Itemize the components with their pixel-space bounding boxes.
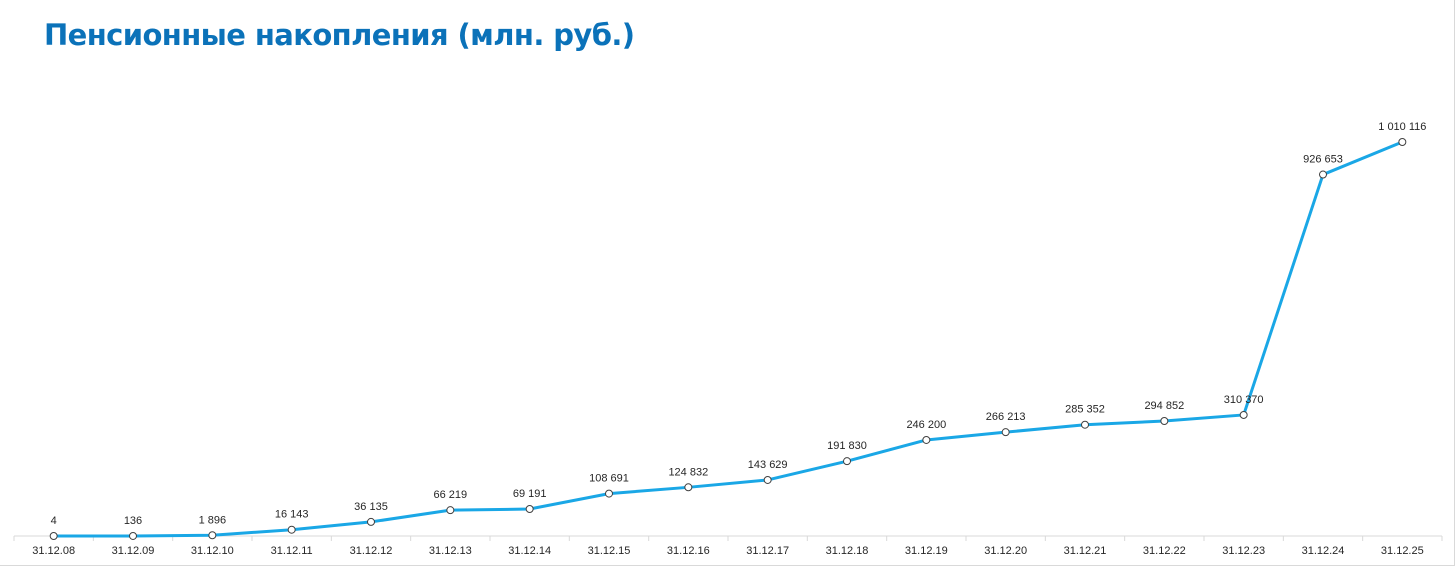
x-tick-labels: 31.12.08 31.12.09 31.12.10 31.12.11 31.12.12…	[32, 545, 1423, 557]
data-label: 926 653	[1303, 154, 1343, 166]
data-label: 16 143	[275, 509, 309, 521]
x-tick-label: 31.12.14	[508, 545, 551, 557]
data-label: 294 852	[1144, 400, 1184, 412]
x-tick-label: 31.12.09	[112, 545, 155, 557]
data-point	[129, 531, 137, 540]
data-point	[843, 457, 851, 466]
data-label: 285 352	[1065, 404, 1105, 416]
data-point	[208, 531, 217, 540]
data-label: 69 191	[513, 488, 547, 500]
data-point	[763, 475, 772, 484]
data-point	[1001, 428, 1010, 437]
data-point	[1398, 138, 1407, 146]
x-tick-label: 31.12.21	[1064, 545, 1107, 557]
data-point	[367, 517, 375, 526]
data-point	[525, 505, 534, 514]
x-tick-label: 31.12.15	[588, 545, 631, 557]
series-line	[52, 140, 1404, 538]
x-tick-label: 31.12.08	[32, 545, 75, 557]
x-tick-label: 31.12.18	[826, 545, 869, 557]
data-label: 4	[51, 515, 57, 527]
x-tick-label: 31.12.22	[1143, 545, 1186, 557]
data-label: 124 832	[668, 466, 708, 478]
data-point	[1239, 410, 1248, 419]
chart-title: Пенсионные накопления (млн. руб.)	[44, 18, 635, 52]
x-tick-label: 31.12.12	[350, 545, 393, 557]
x-tick-label: 31.12.11	[271, 545, 313, 557]
x-tick-label: 31.12.16	[667, 545, 710, 557]
data-label: 266 213	[986, 411, 1026, 423]
x-tick-label: 31.12.19	[905, 545, 948, 557]
data-point	[1319, 170, 1327, 179]
data-label: 246 200	[906, 419, 946, 431]
data-label: 36 135	[354, 501, 388, 513]
data-point	[922, 435, 931, 444]
data-point	[287, 525, 296, 534]
data-label: 310 370	[1224, 394, 1264, 406]
x-tick-label: 31.12.17	[746, 545, 789, 557]
data-point	[605, 489, 613, 498]
x-tick-label: 31.12.25	[1381, 545, 1424, 557]
data-point	[1081, 420, 1089, 429]
data-label: 1 010 116	[1378, 121, 1426, 133]
x-tick-label: 31.12.13	[429, 545, 472, 557]
data-label: 1 896	[199, 514, 227, 526]
data-point	[684, 483, 693, 492]
data-label: 136	[124, 515, 142, 527]
x-tick-label: 31.12.20	[984, 545, 1027, 557]
data-label: 191 830	[827, 440, 867, 452]
data-label: 108 691	[589, 473, 629, 485]
x-axis-ticks	[13, 536, 1443, 541]
data-label: 143 629	[748, 459, 788, 471]
data-labels: 4 136 1 896 16 143 36 135 66 219 69 191 108 691…	[51, 121, 1427, 527]
data-label: 66 219	[434, 489, 468, 501]
data-point	[1160, 416, 1169, 425]
x-tick-label: 31.12.23	[1222, 545, 1265, 557]
x-tick-label: 31.12.10	[191, 545, 234, 557]
x-tick-label: 31.12.24	[1302, 545, 1345, 557]
data-point	[446, 506, 455, 515]
series-markers	[49, 138, 1407, 540]
data-point	[49, 531, 58, 540]
